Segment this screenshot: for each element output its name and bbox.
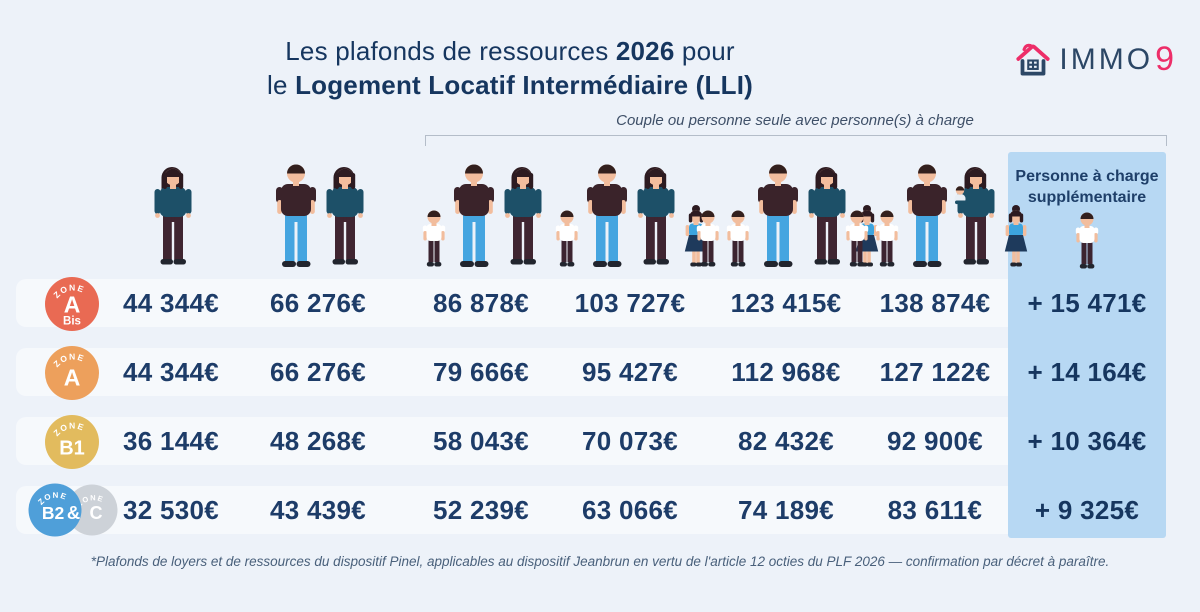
title-line-1: Les plafonds de ressources 2026 pour — [160, 34, 860, 68]
ceiling-value: 52 239€ — [432, 495, 530, 525]
boy-icon — [420, 208, 448, 268]
ceiling-value: 86 878€ — [432, 288, 530, 318]
household-couple-2-children — [553, 150, 711, 268]
row-band — [16, 348, 1166, 396]
supplement-value: + 14 164€ — [1027, 357, 1147, 387]
zone-b1-badge: ZONE B1 — [43, 413, 101, 476]
zone-a-bis-badge: ZONE A Bis — [43, 275, 101, 338]
ceiling-value: 74 189€ — [737, 495, 835, 525]
immo9-logo: IMMO 9 — [1012, 40, 1174, 79]
household-couple — [272, 150, 368, 268]
supplement-value: + 10 364€ — [1027, 426, 1147, 456]
logo-accent-9: 9 — [1155, 40, 1174, 78]
svg-text:C: C — [90, 503, 103, 523]
ceiling-value: 32 530€ — [122, 495, 220, 525]
ceiling-value: 82 432€ — [737, 426, 835, 456]
boy-icon — [724, 208, 752, 268]
child-icon — [1008, 210, 1166, 270]
man-icon — [583, 160, 631, 268]
ceiling-value: 70 073€ — [581, 426, 679, 456]
row-band — [16, 279, 1166, 327]
household-couple-1-child — [420, 150, 546, 268]
girl-icon — [1001, 204, 1031, 268]
zone-b2-c-badge: ZONE C ZONE B2 & — [27, 481, 121, 544]
man-icon — [903, 160, 951, 268]
ceiling-value: 36 144€ — [122, 426, 220, 456]
woman-icon — [804, 164, 850, 268]
zone-a-badge: ZONE A — [43, 344, 101, 407]
logo-wordmark: IMMO — [1059, 42, 1154, 76]
title-text: le — [267, 70, 296, 100]
title-year: 2026 — [615, 36, 675, 66]
boy-icon — [843, 208, 871, 268]
svg-text:A: A — [64, 365, 81, 391]
ceiling-value: 66 276€ — [269, 288, 367, 318]
supplement-column-panel: Personne à charge supplémentaire — [1008, 152, 1166, 538]
ceiling-value: 112 968€ — [731, 357, 841, 387]
title-lli: Logement Locatif Intermédiaire (LLI) — [295, 70, 753, 100]
ceiling-value: 83 611€ — [887, 495, 983, 525]
ceiling-value: 44 344€ — [122, 357, 220, 387]
ceiling-value: 95 427€ — [581, 357, 679, 387]
ceiling-value: 92 900€ — [886, 426, 984, 456]
ceiling-value: 123 415€ — [730, 288, 842, 318]
man-icon — [754, 160, 802, 268]
ceiling-value: 63 066€ — [581, 495, 679, 525]
svg-text:B2: B2 — [42, 503, 65, 523]
woman-icon — [150, 164, 196, 268]
supplement-value: + 15 471€ — [1027, 288, 1147, 318]
household-couple-4-children — [843, 150, 1031, 268]
ceiling-value: 103 727€ — [574, 288, 686, 318]
household-couple-3-children — [694, 150, 882, 268]
man-icon — [450, 160, 498, 268]
page-title: Les plafonds de ressources 2026 pour le … — [160, 34, 860, 102]
title-text: Les plafonds de ressources — [285, 36, 616, 66]
bracket-line — [425, 135, 1167, 146]
supplement-column-title: Personne à charge supplémentaire — [1015, 168, 1159, 206]
title-line-2: le Logement Locatif Intermédiaire (LLI) — [160, 68, 860, 102]
house-icon — [1016, 43, 1051, 76]
woman-icon — [500, 164, 546, 268]
row-band — [16, 486, 1166, 534]
svg-text:Bis: Bis — [63, 316, 81, 328]
bracket-label: Couple ou personne seule avec personne(s… — [616, 112, 974, 129]
svg-text:A: A — [64, 292, 81, 318]
ceiling-value: 44 344€ — [122, 288, 220, 318]
ceiling-value: 79 666€ — [432, 357, 530, 387]
ceiling-value: 127 122€ — [879, 357, 991, 387]
row-band — [16, 417, 1166, 465]
man-icon — [272, 160, 320, 268]
ceiling-value: 138 874€ — [879, 288, 991, 318]
boy-icon — [873, 208, 901, 268]
ceiling-value: 58 043€ — [432, 426, 530, 456]
household-single-person — [150, 150, 196, 268]
title-text: pour — [674, 36, 735, 66]
woman-icon — [322, 164, 368, 268]
footnote: *Plafonds de loyers et de ressources du … — [90, 554, 1110, 569]
woman-icon — [633, 164, 679, 268]
boy-icon — [694, 208, 722, 268]
woman-baby-icon — [953, 164, 999, 268]
boy-icon — [553, 208, 581, 268]
ceiling-value: 43 439€ — [269, 495, 367, 525]
supplement-value: + 9 325€ — [1034, 495, 1140, 525]
svg-text:B1: B1 — [59, 438, 85, 460]
ceiling-value: 48 268€ — [269, 426, 367, 456]
ceiling-value: 66 276€ — [269, 357, 367, 387]
svg-text:&: & — [67, 502, 80, 523]
